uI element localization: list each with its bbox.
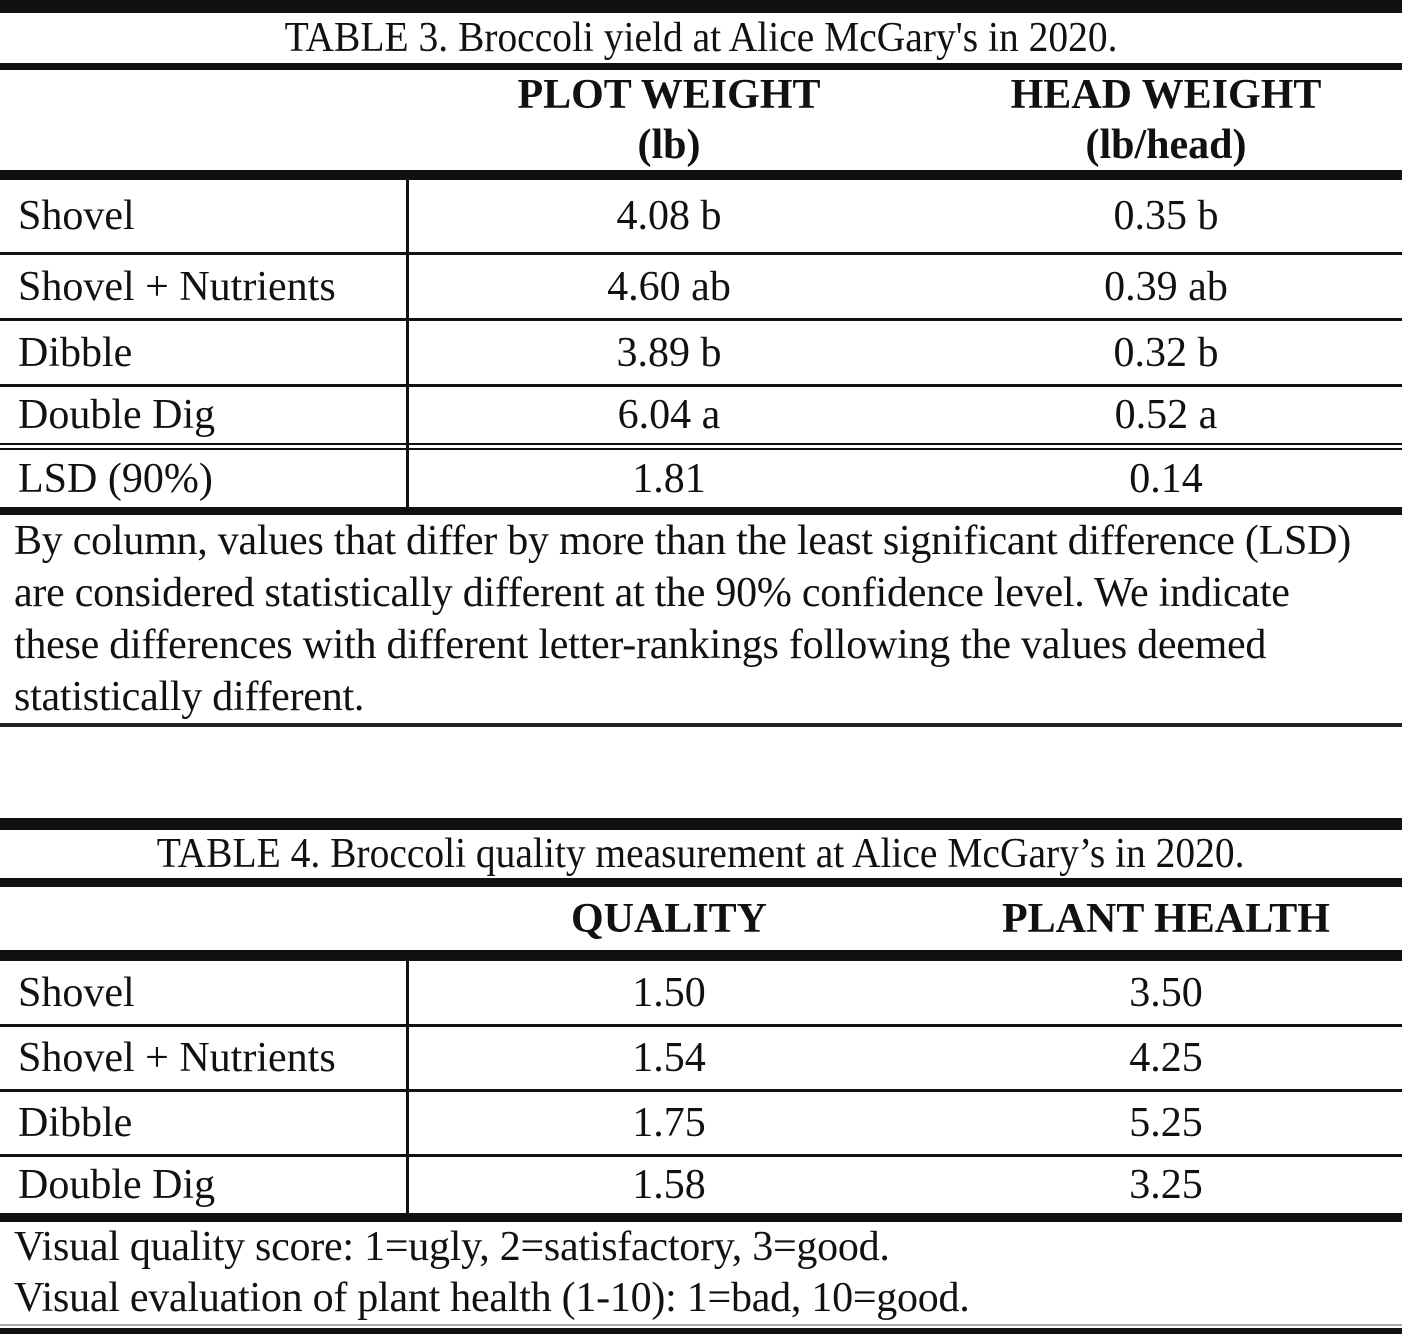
row-divider <box>0 1024 1402 1027</box>
table3-caption-text: TABLE 3. Broccoli yield at Alice McGary'… <box>284 15 1118 61</box>
table4-header-row: QUALITY PLANT HEALTH <box>0 887 1402 950</box>
head-weight-value: 0.35 b <box>1113 193 1219 239</box>
table3-header-rule <box>0 170 1402 180</box>
table-row: Shovel 4.08 b 0.35 b <box>0 180 1402 252</box>
treatment-label: Double Dig <box>18 1162 216 1208</box>
footnote-line: statistically different. <box>14 674 365 720</box>
quality-value: 1.50 <box>632 969 706 1016</box>
table4-caption-text: TABLE 4. Broccoli quality measurement at… <box>157 831 1245 877</box>
table3-header-plot-weight-unit: (lb) <box>637 122 701 168</box>
table3-header-head-weight: HEAD WEIGHT (lb/head) <box>930 70 1402 170</box>
table4-header-rule <box>0 950 1402 961</box>
table-4: TABLE 4. Broccoli quality measurement at… <box>0 818 1402 1334</box>
treatment-label: Double Dig <box>18 392 216 438</box>
footnote-line: Visual evaluation of plant health (1-10)… <box>14 1275 970 1321</box>
table3-caption-rule <box>0 63 1402 70</box>
page-bottom-rule <box>0 1324 1402 1334</box>
row-divider <box>0 318 1402 321</box>
treatment-label: Shovel <box>18 193 135 239</box>
table4-header-plant-health: PLANT HEALTH <box>1002 895 1330 942</box>
table3-header-head-weight-unit: (lb/head) <box>1085 122 1247 168</box>
treatment-label: Shovel + Nutrients <box>18 263 336 310</box>
table3-caption: TABLE 3. Broccoli yield at Alice McGary'… <box>0 13 1402 63</box>
lsd-head-weight-value: 0.14 <box>1129 455 1203 502</box>
footnote-line: Visual quality score: 1=ugly, 2=satisfac… <box>14 1224 890 1270</box>
head-weight-value: 0.32 b <box>1113 329 1219 376</box>
table-row: Double Dig 6.04 a 0.52 a <box>0 387 1402 443</box>
plant-health-value: 3.50 <box>1129 969 1203 1016</box>
lsd-plot-weight-value: 1.81 <box>632 455 706 502</box>
footnote-line: these differences with different letter-… <box>14 622 1267 668</box>
table4-header-quality: QUALITY <box>570 895 768 942</box>
table3-header-row: PLOT WEIGHT (lb) HEAD WEIGHT (lb/head) <box>0 70 1402 170</box>
plot-weight-value: 6.04 a <box>617 392 721 438</box>
table-row: Shovel 1.50 3.50 <box>0 961 1402 1024</box>
table3-footnote-rule <box>0 723 1402 727</box>
treatment-label: Dibble <box>18 1100 133 1146</box>
plant-health-value: 5.25 <box>1129 1100 1203 1146</box>
footnote-line: are considered statistically different a… <box>14 570 1290 616</box>
footnote-line: By column, values that differ by more th… <box>14 518 1351 564</box>
table3-bottom-rule <box>0 507 1402 515</box>
table-spacer <box>0 727 1402 818</box>
row-divider <box>0 1154 1402 1157</box>
quality-value: 1.58 <box>632 1162 706 1208</box>
column-divider-line <box>406 961 409 1213</box>
table4-caption-rule <box>0 878 1402 887</box>
table4-footnote: Visual quality score: 1=ugly, 2=satisfac… <box>0 1222 1402 1324</box>
head-weight-value: 0.52 a <box>1114 392 1218 438</box>
table-3: TABLE 3. Broccoli yield at Alice McGary'… <box>0 0 1402 727</box>
plot-weight-value: 4.60 ab <box>607 263 731 310</box>
table-row: Shovel + Nutrients 4.60 ab 0.39 ab <box>0 255 1402 318</box>
lsd-row: LSD (90%) 1.81 0.14 <box>0 450 1402 507</box>
plant-health-value: 3.25 <box>1129 1162 1203 1208</box>
double-rule-divider <box>0 443 1402 450</box>
plant-health-value: 4.25 <box>1129 1035 1203 1081</box>
table4-caption: TABLE 4. Broccoli quality measurement at… <box>0 830 1402 878</box>
lsd-label: LSD (90%) <box>18 455 213 502</box>
plot-weight-value: 4.08 b <box>616 193 722 239</box>
table4-top-rule <box>0 818 1402 830</box>
row-divider <box>0 384 1402 387</box>
table3-body: Shovel 4.08 b 0.35 b Shovel + Nutrients … <box>0 180 1402 507</box>
table4-header-blank <box>0 887 408 950</box>
table3-header-plot-weight-name: PLOT WEIGHT <box>517 72 821 118</box>
table3-header-head-weight-name: HEAD WEIGHT <box>1010 72 1322 118</box>
table-row: Dibble 3.89 b 0.32 b <box>0 321 1402 384</box>
table3-header-plot-weight: PLOT WEIGHT (lb) <box>408 70 930 170</box>
row-divider <box>0 1089 1402 1092</box>
treatment-label: Shovel <box>18 969 135 1016</box>
column-divider-line <box>406 180 409 507</box>
table-row: Double Dig 1.58 3.25 <box>0 1157 1402 1213</box>
quality-value: 1.75 <box>632 1100 706 1146</box>
plot-weight-value: 3.89 b <box>616 329 722 376</box>
table3-footnote: By column, values that differ by more th… <box>0 515 1402 723</box>
table4-bottom-rule <box>0 1213 1402 1222</box>
treatment-label: Shovel + Nutrients <box>18 1035 336 1081</box>
head-weight-value: 0.39 ab <box>1104 263 1228 310</box>
table3-header-blank <box>0 70 408 170</box>
quality-value: 1.54 <box>632 1035 706 1081</box>
table4-body: Shovel 1.50 3.50 Shovel + Nutrients 1.54… <box>0 961 1402 1213</box>
table3-top-rule <box>0 0 1402 13</box>
table-row: Dibble 1.75 5.25 <box>0 1092 1402 1154</box>
row-divider <box>0 252 1402 255</box>
treatment-label: Dibble <box>18 329 133 376</box>
table-row: Shovel + Nutrients 1.54 4.25 <box>0 1027 1402 1089</box>
